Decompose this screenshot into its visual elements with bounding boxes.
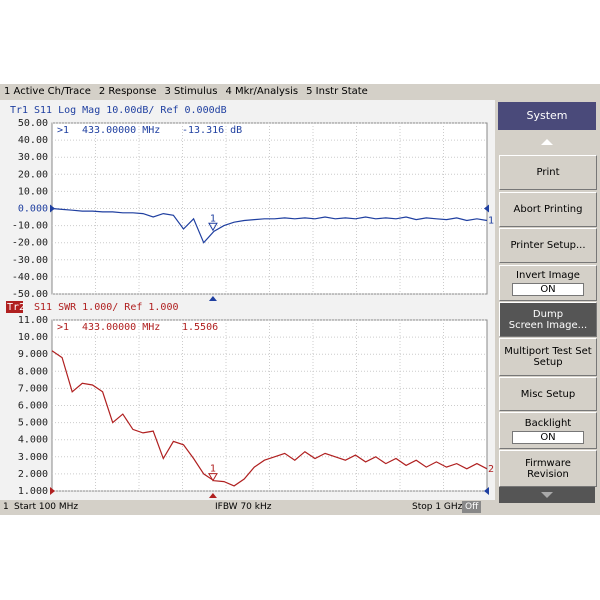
y-tick-label: -30.00 — [12, 255, 48, 266]
y-tick-label: -20.00 — [12, 238, 48, 249]
softkey[interactable]: Invert Image ON — [499, 265, 597, 301]
menu-item[interactable]: 4 Mkr/Analysis — [225, 86, 299, 97]
state: Off — [462, 501, 482, 513]
softkey-label: Invert Image — [516, 270, 580, 281]
y-tick-label: 0.000 — [18, 204, 48, 215]
y-tick-label: -50.00 — [12, 289, 48, 300]
softkey[interactable]: Misc Setup — [499, 377, 597, 411]
trace-header: S11 Log Mag 10.00dB/ Ref 0.000dB — [34, 105, 227, 116]
menu-item[interactable]: 1 Active Ch/Trace — [4, 86, 91, 97]
y-tick-label: 1.000 — [18, 486, 48, 497]
y-tick-label: 10.00 — [18, 332, 48, 343]
softkey-label: Firmware — [525, 457, 571, 469]
trace-end-label: 2 — [488, 464, 494, 475]
softkey-label: Print — [536, 167, 560, 178]
trace-id: Tr1 — [10, 105, 28, 116]
softkey-state: ON — [512, 283, 584, 296]
softkey[interactable]: Printer Setup... — [499, 228, 597, 263]
y-tick-label: 30.00 — [18, 152, 48, 163]
trace-header: S11 SWR 1.000/ Ref 1.000 — [34, 302, 179, 313]
softkey-label: Dump — [532, 308, 564, 320]
stop: Stop 1 GHz — [412, 502, 463, 512]
y-tick-label: 7.000 — [18, 383, 48, 394]
marker-stimulus — [208, 296, 217, 301]
ref-arrow — [50, 487, 55, 495]
arrow-icon — [541, 139, 553, 145]
y-tick-label: 20.00 — [18, 169, 48, 180]
y-tick-label: 10.00 — [18, 186, 48, 197]
softkey-label: Screen Image... — [508, 319, 588, 331]
marker-response-text: 1.5506 — [182, 322, 218, 333]
status-bar: 1 Start 100 MHz IFBW 70 kHz Stop 1 GHz Off — [0, 500, 495, 515]
chart-area: 50.00 40.00 30.00 20.00 10.00 0.000 -10.00 -20.… — [0, 100, 495, 500]
y-tick-label: 40.00 — [18, 135, 48, 146]
scroll-down[interactable] — [499, 487, 595, 503]
marker-number: 1 — [210, 213, 216, 224]
scroll-up[interactable] — [499, 133, 595, 151]
marker-label: >1 — [57, 125, 69, 136]
softkey-label: Abort Printing — [513, 204, 583, 215]
y-tick-label: 8.000 — [18, 366, 48, 377]
y-tick-label: 9.000 — [18, 349, 48, 360]
trace-end-label: 1 — [488, 215, 494, 226]
menu-item[interactable]: 3 Stimulus — [164, 86, 218, 97]
marker-stimulus-text: 433.00000 MHz — [82, 125, 160, 136]
ref-arrow — [484, 204, 489, 213]
softkey[interactable]: Firmware Revision — [499, 450, 597, 487]
panel-title: System — [498, 102, 596, 130]
menu-item[interactable]: 2 Response — [98, 86, 157, 97]
softkey[interactable]: Dump Screen Image... — [499, 302, 597, 337]
softkey[interactable]: Abort Printing — [499, 192, 597, 227]
softkey-label: Multiport Test Set — [504, 346, 592, 357]
softkey[interactable]: Backlight ON — [499, 412, 597, 449]
ref-arrow — [484, 487, 489, 495]
softkey-panel: System Print Abort Printing Printer Setup..… — [495, 100, 600, 515]
marker-response-text: -13.316 dB — [182, 125, 242, 136]
y-tick-label: 2.000 — [18, 469, 48, 480]
arrow-icon — [541, 492, 553, 498]
softkey[interactable]: Multiport Test Set Setup — [499, 338, 597, 376]
active-box — [6, 301, 23, 313]
ref-arrow — [50, 204, 55, 213]
marker — [208, 473, 218, 482]
softkey-label: Misc Setup — [520, 388, 576, 400]
softkey-label: Printer Setup... — [510, 240, 586, 251]
y-tick-label: 11.00 — [18, 315, 48, 326]
softkey-label: Backlight — [524, 417, 572, 429]
trace-id: Tr2 — [7, 302, 25, 313]
menu-bar: 1 Active Ch/Trace 2 Response 3 Stimulus 4 M… — [0, 84, 600, 100]
start: Start 100 MHz — [14, 502, 79, 512]
y-tick-label: 4.000 — [18, 435, 48, 446]
ifbw: IFBW 70 kHz — [215, 502, 272, 512]
softkey-state: ON — [512, 430, 584, 444]
trace-line — [51, 350, 488, 487]
y-tick-label: -40.00 — [12, 272, 48, 283]
marker — [208, 222, 218, 232]
channel: 1 — [3, 502, 9, 512]
marker-stimulus-text: 433.00000 MHz — [82, 322, 160, 333]
y-tick-label: 6.000 — [18, 401, 48, 412]
y-tick-label: 5.000 — [18, 418, 48, 429]
softkey[interactable]: Print — [499, 155, 597, 190]
marker-label: >1 — [57, 322, 69, 333]
y-tick-label: 50.00 — [18, 118, 48, 129]
trace-line — [51, 207, 488, 244]
y-tick-label: 3.000 — [18, 452, 48, 463]
softkey-label: Setup — [533, 357, 563, 368]
marker-number: 1 — [210, 464, 216, 475]
softkey-label: Revision — [527, 468, 569, 480]
y-tick-label: -10.00 — [12, 221, 48, 232]
menu-item[interactable]: 5 Instr State — [306, 86, 368, 97]
marker-stimulus — [208, 493, 217, 498]
